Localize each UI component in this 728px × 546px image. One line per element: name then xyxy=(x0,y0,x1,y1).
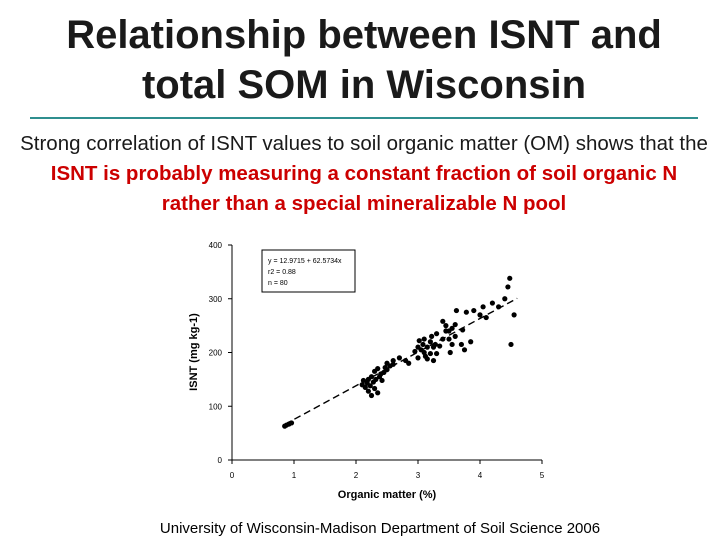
data-point xyxy=(375,390,381,396)
subtitle-emphasis-text: ISNT is probably measuring a constant fr… xyxy=(50,162,678,215)
data-point xyxy=(375,366,381,372)
data-point xyxy=(368,392,375,399)
data-point xyxy=(463,309,469,315)
data-point xyxy=(508,341,514,348)
slide-title: Relationship between ISNT and total SOM … xyxy=(0,10,728,110)
data-point xyxy=(365,388,371,394)
data-point xyxy=(390,361,396,367)
subtitle-plain-text: Strong correlation of ISNT values to soi… xyxy=(20,132,708,155)
data-point xyxy=(421,336,427,342)
y-tick-label: 100 xyxy=(209,402,223,411)
data-point xyxy=(496,304,502,310)
data-point xyxy=(427,339,433,345)
data-point xyxy=(373,376,379,382)
y-tick-label: 200 xyxy=(209,349,223,358)
data-point xyxy=(430,357,437,364)
data-point xyxy=(415,355,421,361)
y-tick-label: 400 xyxy=(209,241,223,250)
data-point xyxy=(489,300,495,306)
data-point xyxy=(443,328,449,334)
title-line-2: total SOM in Wisconsin xyxy=(141,63,587,107)
data-point xyxy=(360,377,367,384)
regression-line xyxy=(284,297,518,426)
data-point xyxy=(288,420,295,426)
data-point xyxy=(511,312,517,318)
data-point xyxy=(396,355,402,361)
x-tick-label: 1 xyxy=(292,471,297,480)
data-point xyxy=(362,384,368,391)
annotation-n: n = 80 xyxy=(268,280,288,287)
data-point xyxy=(452,333,458,339)
data-point xyxy=(390,357,396,364)
data-point xyxy=(424,344,430,350)
data-point xyxy=(460,327,466,333)
data-point xyxy=(427,350,433,357)
data-point xyxy=(458,341,464,348)
data-point xyxy=(379,377,385,384)
data-point xyxy=(452,321,458,328)
data-point xyxy=(502,296,508,302)
y-tick-label: 0 xyxy=(218,456,223,465)
title-line-1: Relationship between ISNT and xyxy=(66,13,662,57)
data-points xyxy=(282,275,517,429)
data-point xyxy=(471,307,477,314)
footer-credit: University of Wisconsin-Madison Departme… xyxy=(159,520,601,537)
data-point xyxy=(420,341,426,348)
data-point xyxy=(477,312,483,318)
data-point xyxy=(447,349,453,356)
data-point xyxy=(384,367,390,373)
y-axis-ticks: 0 100 200 300 400 xyxy=(209,241,232,465)
data-point xyxy=(468,339,474,345)
data-point xyxy=(443,323,449,329)
y-axis-label: ISNT (mg kg-1) xyxy=(188,313,200,391)
data-point xyxy=(446,336,452,342)
data-point xyxy=(440,336,446,342)
x-tick-label: 3 xyxy=(416,471,421,480)
data-point xyxy=(449,341,455,348)
data-point xyxy=(461,347,468,353)
regression-annotation-box xyxy=(261,249,356,293)
data-point xyxy=(440,318,446,324)
data-point xyxy=(406,360,412,366)
annotation-r2: r2 = 0.88 xyxy=(268,269,296,276)
x-tick-label: 5 xyxy=(540,471,545,480)
data-point xyxy=(424,356,430,362)
x-tick-label: 0 xyxy=(230,471,235,480)
annotation-equation: y = 12.9715 + 62.5734x xyxy=(268,258,342,265)
data-point xyxy=(434,350,440,357)
data-point xyxy=(434,331,440,337)
y-tick-label: 300 xyxy=(209,295,223,304)
x-tick-label: 4 xyxy=(478,471,483,480)
data-point xyxy=(368,374,375,380)
data-point xyxy=(449,325,455,331)
data-point xyxy=(416,338,422,344)
x-axis-ticks: 0 1 2 3 4 5 xyxy=(230,460,545,480)
data-point xyxy=(412,348,418,355)
title-divider xyxy=(30,117,698,119)
data-point xyxy=(437,343,443,349)
x-tick-label: 2 xyxy=(354,471,359,480)
data-point xyxy=(480,304,486,310)
data-point xyxy=(505,284,511,290)
slide-subtitle: Strong correlation of ISNT values to soi… xyxy=(20,129,708,219)
data-point xyxy=(507,275,513,281)
data-point xyxy=(429,333,435,339)
data-point xyxy=(432,341,438,348)
data-point xyxy=(453,307,460,314)
data-point xyxy=(483,314,489,321)
x-axis-label: Organic matter (%) xyxy=(338,489,437,501)
scatter-chart: 0 100 200 300 400 0 1 2 3 4 5 y = 12.9715 + 62.57… xyxy=(188,241,545,501)
data-point xyxy=(367,383,373,389)
data-point xyxy=(372,385,378,392)
